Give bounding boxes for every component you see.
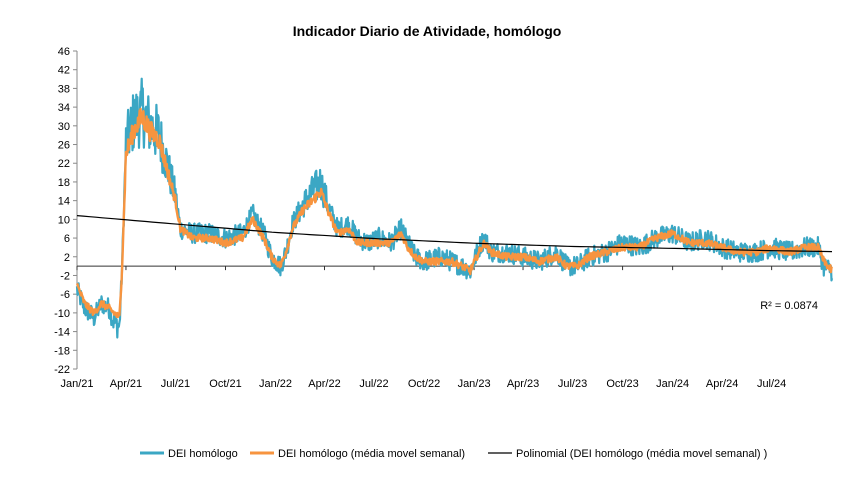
r-squared-annotation: R² = 0.0874 xyxy=(760,300,818,312)
x-axis: Jan/21 Apr/21 Jul/21 Oct/21 Jan/22 Apr/22 Jul/… xyxy=(60,265,832,390)
x-tick-label: Jan/23 xyxy=(458,378,491,390)
y-tick-label: -22 xyxy=(54,364,70,376)
x-tick-label: Apr/21 xyxy=(110,378,142,390)
y-tick-label: 18 xyxy=(58,177,70,189)
y-tick-label: 30 xyxy=(58,121,70,133)
y-tick-label: 46 xyxy=(58,46,70,58)
x-tick-label: Apr/24 xyxy=(706,378,738,390)
x-tick-label: Apr/22 xyxy=(308,378,340,390)
legend-label: DEI homólogo xyxy=(168,448,238,460)
x-tick-label: Oct/22 xyxy=(408,378,440,390)
x-tick-label: Jan/21 xyxy=(60,378,93,390)
y-tick-label: 14 xyxy=(58,196,70,208)
x-tick-label: Jan/22 xyxy=(259,378,292,390)
y-tick-label: 6 xyxy=(64,233,70,245)
y-tick-label: 38 xyxy=(58,83,70,95)
y-tick-label: -18 xyxy=(54,345,70,357)
y-tick-label: -2 xyxy=(60,270,70,282)
y-tick-label: 42 xyxy=(58,65,70,77)
plot-area xyxy=(75,77,834,339)
y-tick-label: 2 xyxy=(64,252,70,264)
y-tick-label: -14 xyxy=(54,327,70,339)
y-tick-label: 26 xyxy=(58,140,70,152)
x-tick-label: Jan/24 xyxy=(656,378,689,390)
polinomial-trend-line xyxy=(76,215,833,253)
x-tick-label: Jul/21 xyxy=(161,378,190,390)
x-tick-label: Jul/24 xyxy=(757,378,786,390)
x-tick-label: Apr/23 xyxy=(507,378,539,390)
y-tick-label: 34 xyxy=(58,102,70,114)
x-tick-label: Oct/21 xyxy=(209,378,241,390)
dei-homologo-line xyxy=(75,77,834,339)
legend-label: DEI homólogo (média movel semanal) xyxy=(278,448,465,460)
y-tick-label: 10 xyxy=(58,214,70,226)
y-tick-label: 22 xyxy=(58,158,70,170)
x-tick-label: Jul/23 xyxy=(558,378,587,390)
y-tick-label: -10 xyxy=(54,308,70,320)
x-tick-label: Oct/23 xyxy=(606,378,638,390)
y-axis: 46 42 38 34 30 26 22 18 14 10 6 2 -2 -6 -10 -14 -18 -22 xyxy=(54,46,78,376)
y-tick-label: -6 xyxy=(60,289,70,301)
x-tick-label: Jul/22 xyxy=(359,378,388,390)
chart-title: Indicador Diario de Atividade, homólogo xyxy=(293,23,562,39)
legend: DEI homólogo DEI homólogo (média movel se… xyxy=(140,448,767,460)
dei-media-movel-line xyxy=(75,107,834,319)
legend-label: Polinomial (DEI homólogo (média movel se… xyxy=(516,448,767,460)
